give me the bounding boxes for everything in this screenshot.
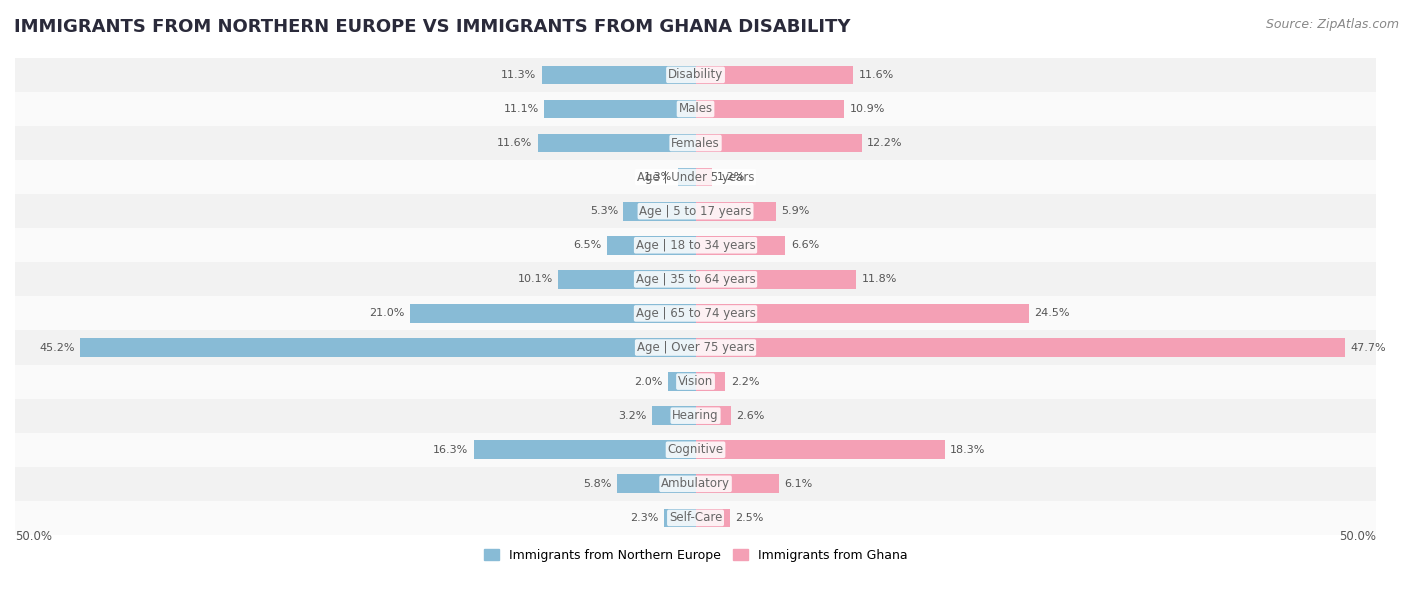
Bar	[15, 330, 1376, 365]
Text: Source: ZipAtlas.com: Source: ZipAtlas.com	[1265, 18, 1399, 31]
Bar	[696, 474, 779, 493]
Bar	[696, 406, 731, 425]
Bar	[696, 270, 856, 289]
Text: IMMIGRANTS FROM NORTHERN EUROPE VS IMMIGRANTS FROM GHANA DISABILITY: IMMIGRANTS FROM NORTHERN EUROPE VS IMMIG…	[14, 18, 851, 36]
Bar	[696, 168, 711, 187]
Bar	[15, 296, 1376, 330]
Bar	[664, 509, 696, 528]
Text: 6.6%: 6.6%	[790, 241, 820, 250]
Text: 11.6%: 11.6%	[496, 138, 533, 148]
Bar	[541, 65, 696, 84]
Text: 10.1%: 10.1%	[517, 274, 553, 285]
Text: 1.2%: 1.2%	[717, 172, 745, 182]
Text: Self-Care: Self-Care	[669, 512, 723, 524]
Text: 5.3%: 5.3%	[589, 206, 619, 216]
Text: Females: Females	[671, 136, 720, 149]
Bar	[474, 441, 696, 459]
Bar	[696, 133, 862, 152]
Text: 3.2%: 3.2%	[619, 411, 647, 420]
Bar	[15, 126, 1376, 160]
Text: Age | 35 to 64 years: Age | 35 to 64 years	[636, 273, 755, 286]
Bar	[696, 65, 853, 84]
Text: Cognitive: Cognitive	[668, 443, 724, 457]
Bar	[696, 441, 945, 459]
Text: 18.3%: 18.3%	[950, 445, 986, 455]
Text: 24.5%: 24.5%	[1035, 308, 1070, 318]
Text: 45.2%: 45.2%	[39, 343, 75, 353]
Bar	[15, 433, 1376, 467]
Bar	[15, 228, 1376, 263]
Text: Age | Over 75 years: Age | Over 75 years	[637, 341, 755, 354]
Text: 21.0%: 21.0%	[368, 308, 405, 318]
Bar	[678, 168, 696, 187]
Bar	[544, 100, 696, 118]
Bar	[409, 304, 696, 323]
Text: 2.5%: 2.5%	[735, 513, 763, 523]
Bar	[15, 501, 1376, 535]
Bar	[696, 202, 776, 220]
Bar	[15, 365, 1376, 398]
Text: 6.1%: 6.1%	[785, 479, 813, 489]
Text: 50.0%: 50.0%	[15, 531, 52, 543]
Text: 12.2%: 12.2%	[868, 138, 903, 148]
Text: Age | 65 to 74 years: Age | 65 to 74 years	[636, 307, 755, 320]
Legend: Immigrants from Northern Europe, Immigrants from Ghana: Immigrants from Northern Europe, Immigra…	[478, 544, 912, 567]
Bar	[15, 263, 1376, 296]
Bar	[15, 467, 1376, 501]
Bar	[607, 236, 696, 255]
Bar	[80, 338, 696, 357]
Text: 1.3%: 1.3%	[644, 172, 672, 182]
Text: Ambulatory: Ambulatory	[661, 477, 730, 490]
Bar	[696, 338, 1344, 357]
Text: 11.8%: 11.8%	[862, 274, 897, 285]
Bar	[15, 58, 1376, 92]
Text: Males: Males	[679, 102, 713, 116]
Text: 11.6%: 11.6%	[859, 70, 894, 80]
Bar	[696, 236, 786, 255]
Text: 2.6%: 2.6%	[737, 411, 765, 420]
Text: 5.9%: 5.9%	[782, 206, 810, 216]
Bar	[696, 304, 1029, 323]
Bar	[15, 398, 1376, 433]
Bar	[696, 372, 725, 391]
Text: 16.3%: 16.3%	[433, 445, 468, 455]
Text: 2.0%: 2.0%	[634, 376, 662, 387]
Bar	[696, 509, 730, 528]
Text: Age | 18 to 34 years: Age | 18 to 34 years	[636, 239, 755, 252]
Text: Hearing: Hearing	[672, 409, 718, 422]
Text: Age | Under 5 years: Age | Under 5 years	[637, 171, 754, 184]
Text: 50.0%: 50.0%	[1339, 531, 1376, 543]
Bar	[652, 406, 696, 425]
Text: 47.7%: 47.7%	[1350, 343, 1386, 353]
Bar	[668, 372, 696, 391]
Text: 2.2%: 2.2%	[731, 376, 759, 387]
Text: 6.5%: 6.5%	[574, 241, 602, 250]
Bar	[696, 100, 844, 118]
Bar	[617, 474, 696, 493]
Bar	[558, 270, 696, 289]
Bar	[537, 133, 696, 152]
Bar	[15, 194, 1376, 228]
Text: 11.3%: 11.3%	[501, 70, 536, 80]
Bar	[15, 160, 1376, 194]
Text: Age | 5 to 17 years: Age | 5 to 17 years	[640, 204, 752, 218]
Text: 10.9%: 10.9%	[849, 104, 884, 114]
Text: 11.1%: 11.1%	[503, 104, 538, 114]
Text: 2.3%: 2.3%	[630, 513, 659, 523]
Text: Vision: Vision	[678, 375, 713, 388]
Text: 5.8%: 5.8%	[582, 479, 612, 489]
Bar	[623, 202, 696, 220]
Bar	[15, 92, 1376, 126]
Text: Disability: Disability	[668, 69, 723, 81]
